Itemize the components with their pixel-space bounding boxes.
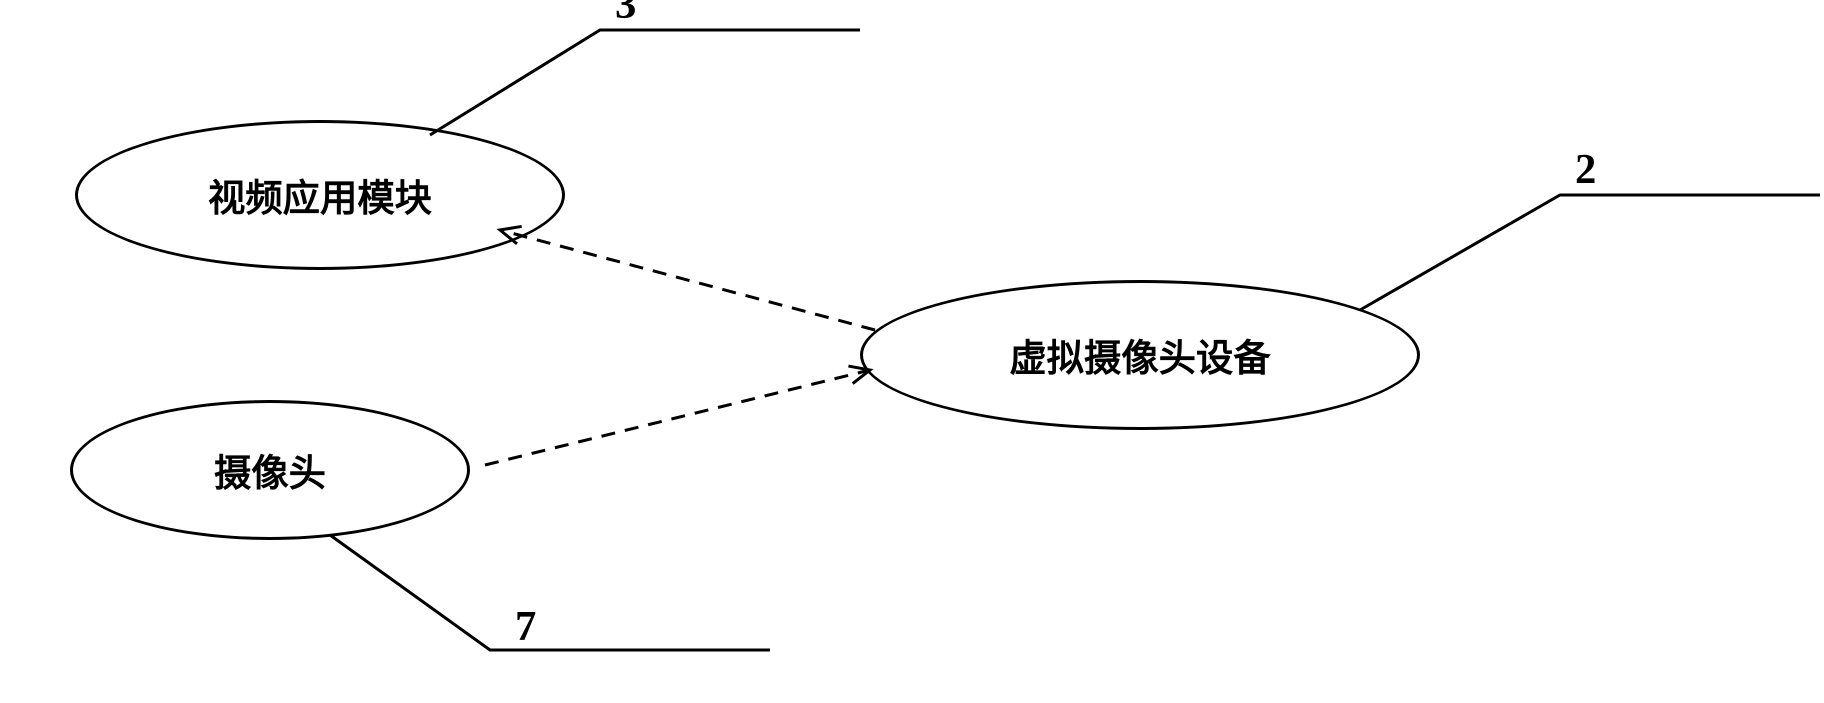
edge-line xyxy=(500,230,875,330)
node-video-application-module: 视频应用模块 xyxy=(75,120,565,270)
edge-line xyxy=(485,370,870,465)
node-virtual-camera-device: 虚拟摄像头设备 xyxy=(860,280,1420,430)
diagram-canvas: 视频应用模块 虚拟摄像头设备 摄像头 3 2 7 xyxy=(0,0,1824,703)
callout-number: 3 xyxy=(615,0,636,28)
callout-leader xyxy=(430,30,860,135)
callout-number: 2 xyxy=(1575,146,1596,193)
callout-leader xyxy=(330,535,770,650)
node-label: 虚拟摄像头设备 xyxy=(1009,328,1270,382)
node-label: 视频应用模块 xyxy=(208,168,432,222)
node-label: 摄像头 xyxy=(214,443,326,497)
callout-number: 7 xyxy=(515,603,536,650)
callout-leader xyxy=(1360,195,1820,310)
node-camera: 摄像头 xyxy=(70,400,470,540)
